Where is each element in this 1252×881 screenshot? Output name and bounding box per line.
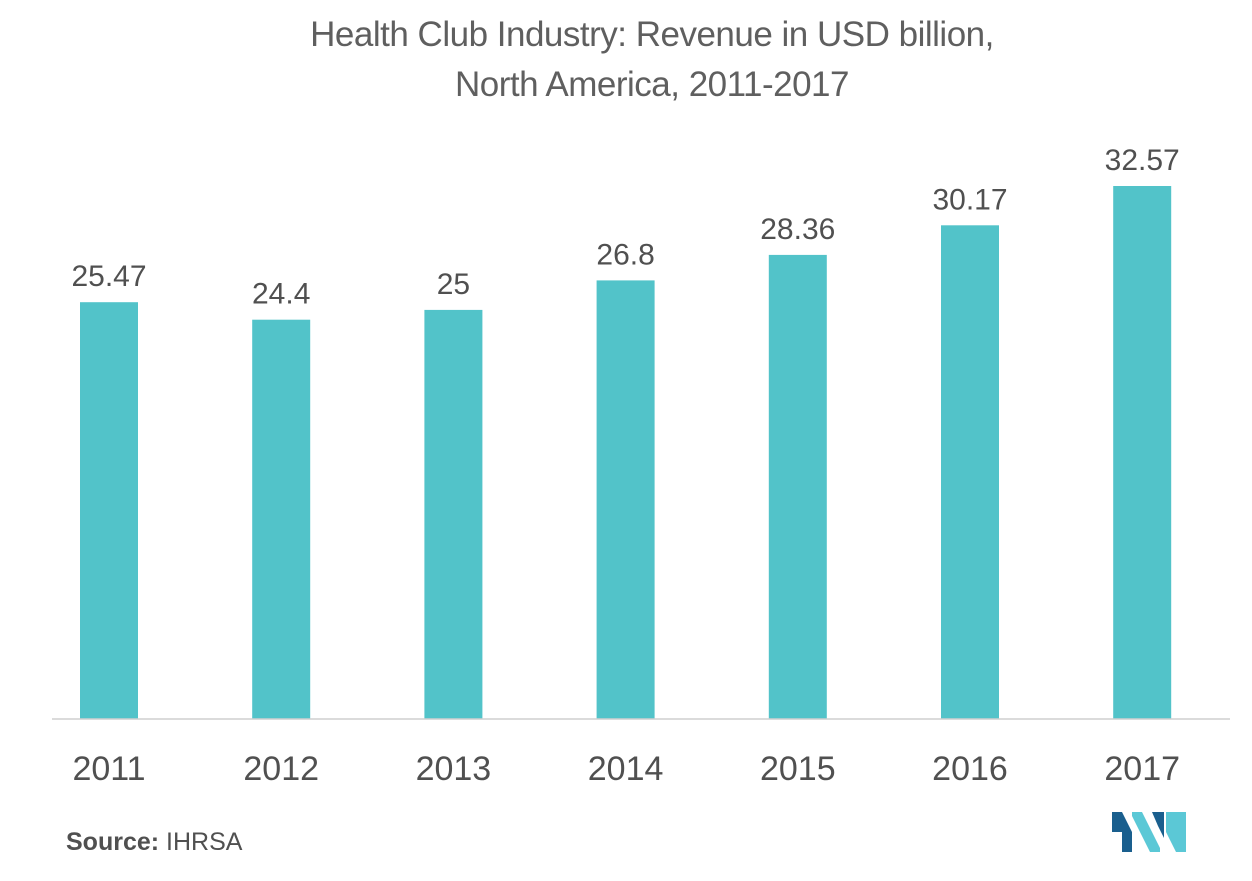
source-line: Source: IHRSA bbox=[66, 828, 242, 857]
value-labels-layer: 25.47 24.4 25 26.8 28.36 30.17 32.57 bbox=[71, 144, 1179, 311]
bar-2016 bbox=[941, 225, 999, 720]
bar-2017 bbox=[1113, 186, 1172, 719]
value-label-2011: 25.47 bbox=[71, 260, 146, 293]
source-value: IHRSA bbox=[166, 828, 243, 856]
bar-2013 bbox=[424, 309, 483, 719]
source-label: Source: bbox=[66, 828, 160, 856]
x-tick-label-2016: 2016 bbox=[932, 750, 1008, 788]
bar-2011 bbox=[80, 302, 138, 719]
x-tick-label-2017: 2017 bbox=[1104, 750, 1180, 788]
value-label-2016: 30.17 bbox=[932, 183, 1007, 216]
logo-shape-left bbox=[1112, 812, 1132, 852]
value-label-2017: 32.57 bbox=[1105, 144, 1180, 177]
value-label-2013: 25 bbox=[437, 268, 470, 301]
bars-layer bbox=[80, 186, 1172, 720]
bar-2012 bbox=[252, 319, 311, 719]
tick-labels-layer: 2011 2012 2013 2014 2015 2016 2017 bbox=[72, 750, 1180, 788]
bar-2014 bbox=[596, 280, 655, 719]
logo-shape-right-light bbox=[1166, 812, 1186, 852]
value-label-2014: 26.8 bbox=[596, 238, 654, 271]
logo-shape-center bbox=[1132, 812, 1160, 852]
x-tick-label-2012: 2012 bbox=[243, 750, 319, 788]
x-tick-label-2011: 2011 bbox=[72, 750, 145, 788]
mordor-intelligence-logo-icon bbox=[1112, 812, 1186, 852]
chart-title-line-1: Health Club Industry: Revenue in USD bil… bbox=[310, 15, 994, 54]
x-tick-label-2015: 2015 bbox=[760, 750, 836, 788]
x-tick-label-2014: 2014 bbox=[588, 750, 664, 788]
chart-title-line-2: North America, 2011-2017 bbox=[455, 65, 849, 104]
value-label-2015: 28.36 bbox=[760, 213, 835, 246]
bar-2015 bbox=[768, 254, 827, 719]
x-tick-label-2013: 2013 bbox=[416, 750, 492, 788]
value-label-2012: 24.4 bbox=[252, 278, 310, 311]
chart-title: Health Club Industry: Revenue in USD bil… bbox=[0, 10, 1252, 110]
logo-shape-right-dark bbox=[1152, 812, 1164, 838]
